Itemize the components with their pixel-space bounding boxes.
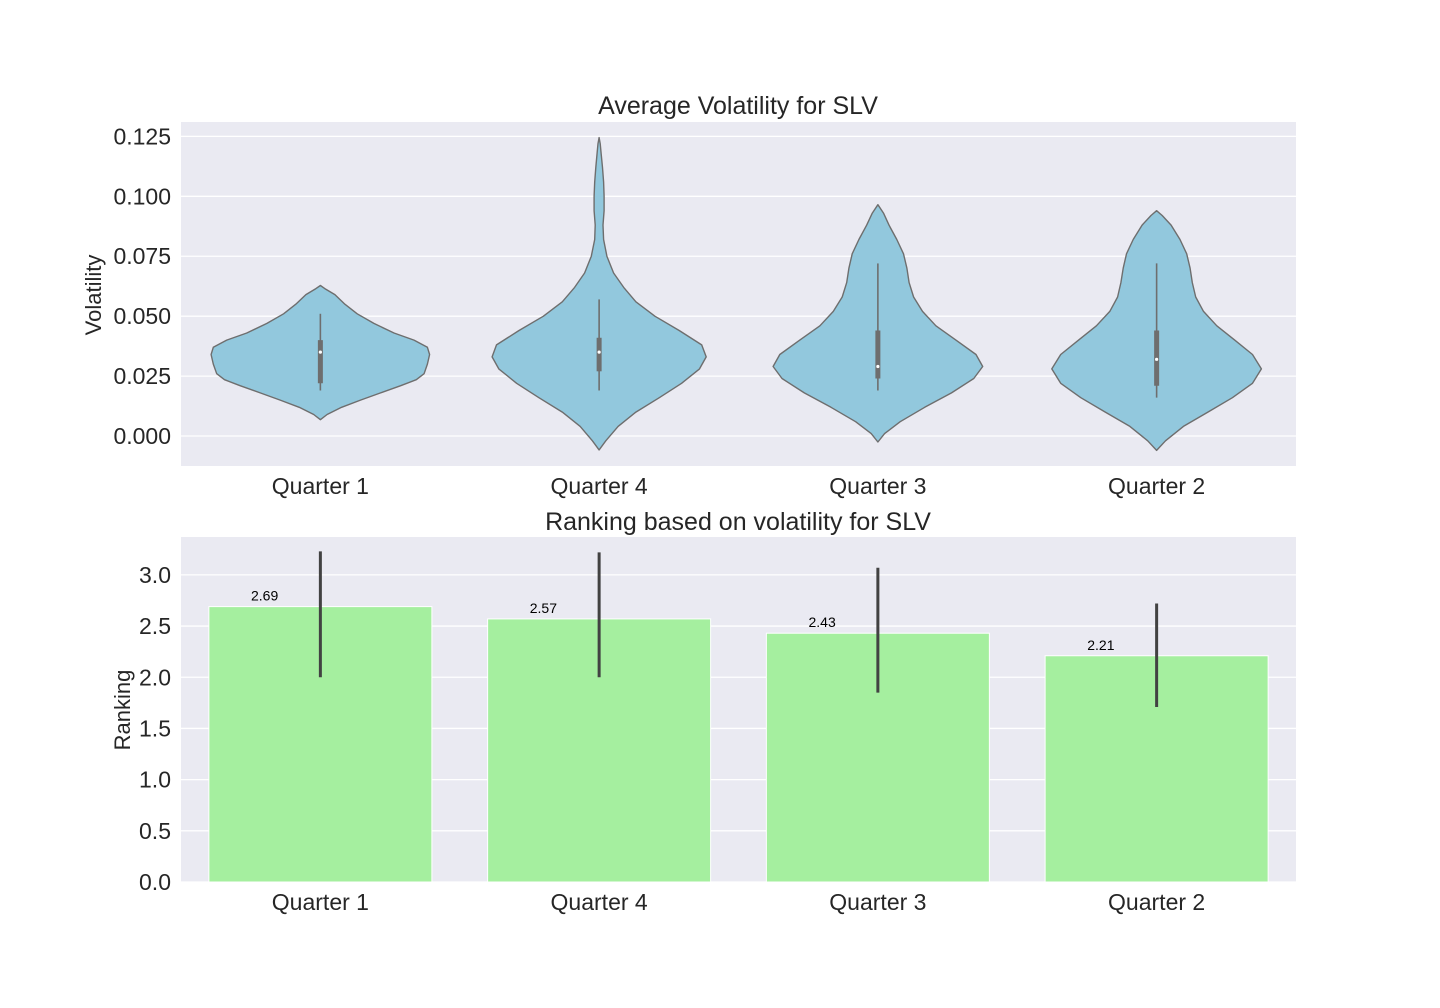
bar-value-label: 2.43 (809, 614, 836, 630)
violin-chart-title: Average Volatility for SLV (598, 92, 878, 120)
violin-x-tick-label: Quarter 1 (272, 473, 369, 499)
violin-y-axis-label: Volatility (81, 255, 106, 336)
bar-x-tick-label: Quarter 1 (272, 889, 369, 915)
bar-y-tick-label: 2.0 (139, 664, 171, 690)
violin-y-tick-label: 0.125 (113, 123, 171, 149)
violin-median-dot (876, 364, 880, 369)
violin-x-tick-label: Quarter 3 (829, 473, 926, 499)
bar-y-tick-label: 0.0 (139, 869, 171, 895)
bar-y-tick-label: 3.0 (139, 562, 171, 588)
violin-x-tick-label: Quarter 2 (1108, 473, 1205, 499)
violin-y-tick-label: 0.050 (113, 303, 171, 329)
bar-y-tick-label: 1.0 (139, 767, 171, 793)
bar-x-tick-label: Quarter 4 (551, 889, 648, 915)
violin-y-tick-label: 0.100 (113, 183, 171, 209)
violin-marks (210, 136, 1263, 452)
bar-chart: 0.0 0.5 1.0 1.5 2.0 2.5 3.0 Quarter 1 Quarter 4… (110, 508, 1296, 915)
bar-y-tick-label: 0.5 (139, 818, 171, 844)
violin-median-dot (1155, 357, 1159, 361)
bar-value-label: 2.57 (530, 600, 557, 616)
bar-y-ticks: 0.0 0.5 1.0 1.5 2.0 2.5 3.0 (139, 562, 171, 895)
violin-chart: 0.000 0.025 0.050 0.075 0.100 0.125 Quarter 1… (81, 92, 1296, 499)
bar-value-label: 2.69 (251, 588, 278, 604)
bar-x-tick-label: Quarter 3 (829, 889, 926, 915)
bar-y-axis-label: Ranking (110, 670, 135, 751)
violin-y-tick-label: 0.025 (113, 363, 171, 389)
bar-chart-title: Ranking based on volatility for SLV (545, 508, 931, 536)
bar-x-ticks: Quarter 1 Quarter 4 Quarter 3 Quarter 2 (272, 889, 1205, 915)
violin-y-ticks: 0.000 0.025 0.050 0.075 0.100 0.125 (113, 123, 171, 449)
violin-y-tick-label: 0.000 (113, 423, 171, 449)
violin-x-tick-label: Quarter 4 (551, 473, 648, 499)
violin-x-ticks: Quarter 1 Quarter 4 Quarter 3 Quarter 2 (272, 473, 1205, 499)
violin-y-tick-label: 0.075 (113, 243, 171, 269)
bar-y-tick-label: 1.5 (139, 715, 171, 741)
bar-y-tick-label: 2.5 (139, 613, 171, 639)
bar-x-tick-label: Quarter 2 (1108, 889, 1205, 915)
bar-marks: 2.69 2.57 2.43 2.21 (208, 551, 1269, 883)
bar-value-label: 2.21 (1087, 637, 1114, 653)
violin-shape (491, 136, 707, 451)
violin-median-dot (597, 350, 601, 354)
violin-median-dot (318, 350, 322, 354)
